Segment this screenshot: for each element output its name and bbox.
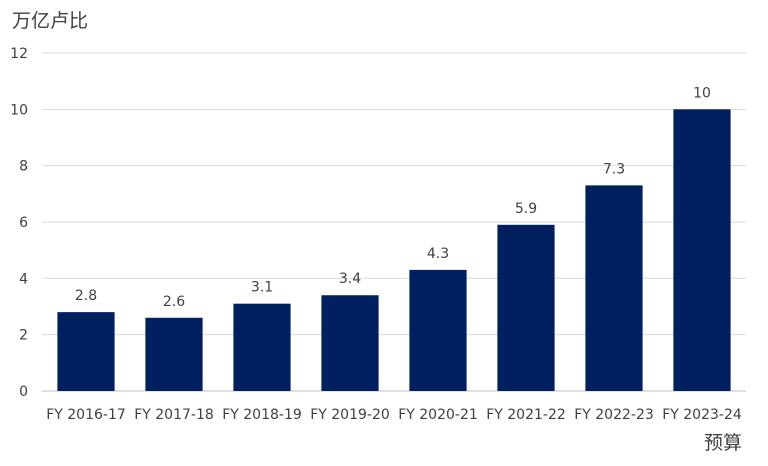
x-axis-title: 预算 bbox=[703, 432, 742, 454]
data-label: 2.6 bbox=[163, 294, 185, 310]
y-tick-label: 2 bbox=[19, 328, 28, 344]
y-unit-label: 万亿卢比 bbox=[12, 10, 89, 32]
x-tick-label: FY 2016-17 bbox=[46, 407, 126, 423]
bar bbox=[57, 312, 115, 391]
data-label: 5.9 bbox=[515, 201, 537, 217]
bar bbox=[321, 295, 379, 391]
y-tick-label: 6 bbox=[19, 215, 28, 231]
x-tick-label: FY 2018-19 bbox=[222, 407, 302, 423]
data-label: 3.1 bbox=[251, 280, 273, 296]
bar bbox=[409, 269, 467, 391]
bar bbox=[145, 317, 203, 391]
x-tick-label: FY 2017-18 bbox=[134, 407, 214, 423]
y-tick-label: 4 bbox=[19, 271, 28, 287]
bar bbox=[585, 185, 643, 391]
y-tick-label: 8 bbox=[19, 159, 28, 175]
data-label: 2.8 bbox=[75, 288, 97, 304]
x-tick-label: FY 2023-24 bbox=[662, 407, 742, 423]
data-label: 3.4 bbox=[339, 271, 361, 287]
data-label: 7.3 bbox=[603, 161, 625, 177]
bar bbox=[673, 109, 731, 391]
y-tick-label: 0 bbox=[19, 384, 28, 400]
x-tick-label: FY 2022-23 bbox=[574, 407, 654, 423]
bar bbox=[233, 303, 291, 391]
data-label: 10 bbox=[693, 85, 711, 101]
y-tick-label: 12 bbox=[10, 46, 28, 62]
x-tick-label: FY 2020-21 bbox=[398, 407, 478, 423]
bar bbox=[497, 224, 555, 391]
x-tick-label: FY 2019-20 bbox=[310, 407, 390, 423]
y-tick-label: 10 bbox=[10, 102, 28, 118]
x-tick-label: FY 2021-22 bbox=[486, 407, 566, 423]
data-label: 4.3 bbox=[427, 246, 449, 262]
